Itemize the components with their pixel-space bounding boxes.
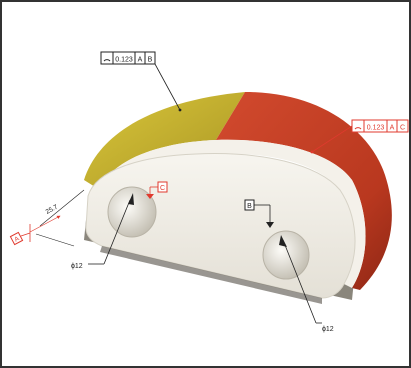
fcf-right-datum-1: A xyxy=(390,125,395,132)
dim-left-hole[interactable]: ɸ12 xyxy=(71,193,134,270)
svg-text:C: C xyxy=(160,185,165,192)
surface-red[interactable] xyxy=(216,92,392,290)
fcf-top-datum-1: A xyxy=(138,57,143,64)
datum-b-label[interactable]: B xyxy=(244,199,274,228)
profile-of-surface-icon xyxy=(354,127,362,130)
profile-of-surface-icon xyxy=(103,59,111,62)
base-shadow xyxy=(100,246,322,304)
fcf-top-tolerance: 0.123 xyxy=(115,57,133,64)
dim-right-hole-text: ɸ12 xyxy=(322,326,334,333)
dim-right-hole[interactable]: ɸ12 xyxy=(279,235,334,333)
svg-text:B: B xyxy=(247,203,252,210)
datum-c-label[interactable]: C xyxy=(146,181,168,199)
dim-length-text: 25.7 xyxy=(45,203,60,215)
right-hole[interactable] xyxy=(262,230,310,280)
fcf-right-tolerance: 0.123 xyxy=(367,125,385,132)
fcf-profile-top[interactable]: 0.123 A B xyxy=(100,51,182,112)
dim-left-hole-text: ɸ12 xyxy=(71,263,83,270)
dim-length[interactable]: 25.7 A xyxy=(9,189,85,247)
datum-a-label: A xyxy=(13,235,21,244)
fcf-profile-right[interactable]: 0.123 A C xyxy=(310,119,409,154)
surface-yellow[interactable] xyxy=(84,92,245,190)
fcf-top-datum-2: B xyxy=(148,57,153,64)
fcf-right-datum-2: C xyxy=(400,125,405,132)
